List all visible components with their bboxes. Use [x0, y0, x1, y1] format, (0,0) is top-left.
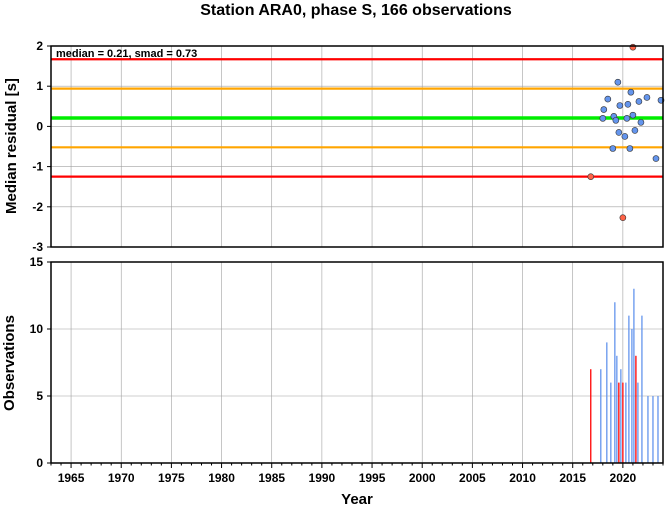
residual-point — [629, 43, 637, 51]
observations-grid — [51, 261, 663, 464]
residual-point — [600, 106, 608, 113]
observations-bars — [590, 288, 659, 463]
residual-point — [637, 119, 645, 126]
residual-point — [652, 155, 660, 162]
residual-point — [627, 88, 635, 96]
residual-y-tick-label: -1 — [32, 160, 43, 174]
x-tick-label: 2015 — [559, 471, 586, 485]
residual-point — [619, 214, 627, 221]
x-tick-label: 2020 — [610, 471, 637, 485]
residual-point — [609, 145, 617, 152]
observations-y-axis-label: Observations — [1, 315, 18, 411]
residual-point — [623, 115, 631, 122]
residual-panel: -3 -2 -1 0 1 2 median = 0.21, smad = 0.73 Med… — [3, 39, 665, 254]
x-tick-label: 1985 — [258, 471, 285, 485]
residual-points — [587, 43, 665, 221]
observations-y-ticks: 0 5 10 15 — [30, 255, 51, 470]
x-tick-label: 1980 — [208, 471, 235, 485]
residual-point — [587, 173, 595, 180]
x-tick-label: 1965 — [58, 471, 85, 485]
residual-point — [624, 100, 632, 108]
observations-x-ticks: 1965 1970 1975 1980 1985 1990 1995 2000 2005 2010… — [50, 463, 664, 485]
x-tick-label: 2010 — [509, 471, 536, 485]
residual-y-tick-label: 2 — [36, 39, 43, 53]
residual-reference-lines — [51, 58, 663, 178]
residual-point — [604, 95, 612, 103]
residual-point — [615, 129, 623, 136]
x-tick-label: 2000 — [409, 471, 436, 485]
residual-y-tick-label: 0 — [36, 119, 43, 133]
x-tick-label: 1970 — [108, 471, 135, 485]
x-tick-label: 1995 — [359, 471, 386, 485]
observations-y-tick-label: 10 — [30, 322, 44, 336]
residual-point — [599, 115, 607, 122]
residual-point — [635, 98, 643, 105]
chart-title: Station ARA0, phase S, 166 observations — [200, 2, 512, 19]
observations-y-tick-label: 15 — [30, 255, 44, 269]
x-tick-label: 1990 — [309, 471, 336, 485]
residual-point — [626, 145, 634, 152]
observations-panel: 0 5 10 15 1965 1970 1975 1980 1985 1990 1995 2000 2… — [1, 255, 664, 508]
x-tick-label: 2005 — [459, 471, 486, 485]
residual-frame — [50, 45, 664, 248]
residual-y-tick-label: 1 — [36, 79, 43, 93]
observations-y-tick-label: 5 — [36, 389, 43, 403]
residual-point — [616, 102, 624, 109]
residual-y-ticks: -3 -2 -1 0 1 2 — [32, 39, 51, 254]
observations-y-tick-label: 0 — [36, 456, 43, 470]
x-tick-label: 1975 — [158, 471, 185, 485]
year-x-axis-label: Year — [341, 491, 373, 508]
residual-point — [629, 111, 637, 119]
residual-point — [631, 127, 639, 134]
residual-point — [612, 117, 620, 124]
residual-y-tick-label: -2 — [32, 200, 43, 214]
observations-frame — [50, 261, 664, 464]
residual-point — [621, 133, 629, 140]
residual-y-axis-label: Median residual [s] — [3, 78, 20, 214]
residual-point — [643, 94, 651, 101]
median-smad-annotation: median = 0.21, smad = 0.73 — [56, 48, 197, 60]
residual-y-tick-label: -3 — [32, 240, 43, 254]
residual-point — [614, 78, 622, 86]
